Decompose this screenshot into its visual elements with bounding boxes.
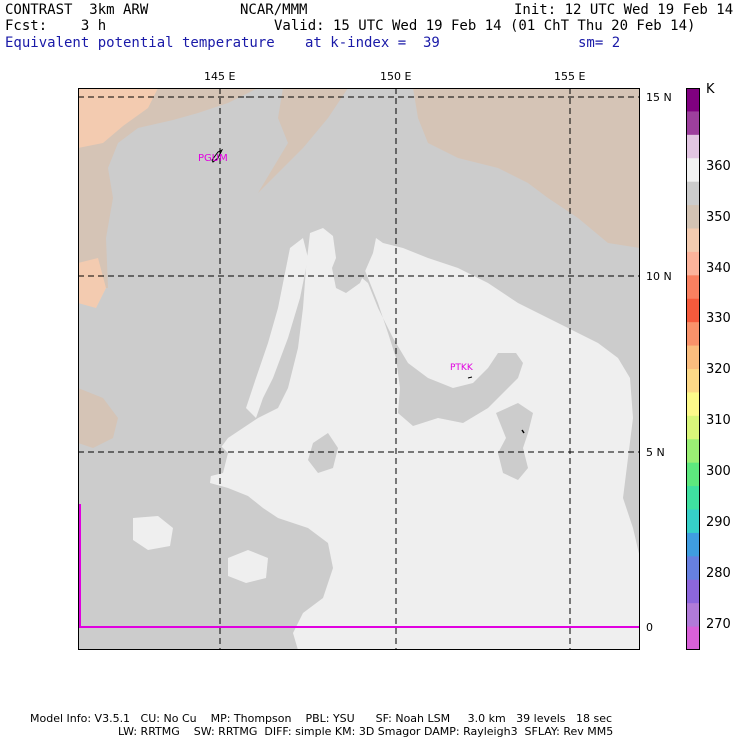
field-345k-region-north bbox=[258, 88, 348, 193]
field-355k-region-finger bbox=[246, 238, 308, 418]
colorbar-segment bbox=[686, 345, 700, 370]
field-345k-region-west bbox=[78, 388, 118, 448]
equivalent-potential-temperature-map: PGUM PTKK bbox=[78, 88, 640, 650]
colorbar-label-310: 310 bbox=[706, 413, 731, 428]
lon-label-145: 145 E bbox=[204, 70, 236, 83]
lat-label-0: 0 bbox=[646, 621, 653, 634]
field-350k-island-central bbox=[350, 258, 523, 426]
colorbar-segment bbox=[686, 626, 700, 650]
colorbar-segment bbox=[686, 556, 700, 581]
colorbar-segment bbox=[686, 415, 700, 440]
model-info-line-1: Model Info: V3.5.1 CU: No Cu MP: Thompso… bbox=[30, 712, 613, 725]
colorbar-segment bbox=[686, 111, 700, 136]
station-label-pgum: PGUM bbox=[198, 153, 228, 164]
field-355k-region-main bbox=[210, 228, 640, 650]
colorbar-unit-label: K bbox=[706, 82, 715, 97]
valid-time: Valid: 15 UTC Wed 19 Feb 14 (01 ChT Thu … bbox=[274, 18, 696, 34]
field-355k-patch-south bbox=[228, 550, 268, 583]
colorbar-segment bbox=[686, 509, 700, 534]
lat-label-5n: 5 N bbox=[646, 446, 665, 459]
colorbar-segment bbox=[686, 603, 700, 628]
colorbar-segment bbox=[686, 228, 700, 253]
field-345k-region-northeast bbox=[413, 88, 640, 248]
colorbar-segment bbox=[686, 462, 700, 487]
colorbar-segment bbox=[686, 158, 700, 183]
colorbar-segment bbox=[686, 486, 700, 510]
field-340k-patch-west bbox=[78, 258, 106, 308]
colorbar-segment bbox=[686, 88, 700, 112]
field-350k-island-south bbox=[190, 438, 228, 478]
model-title: CONTRAST 3km ARW bbox=[5, 2, 149, 18]
lat-label-10n: 10 N bbox=[646, 270, 672, 283]
colorbar-segment bbox=[686, 298, 700, 323]
colorbar-label-340: 340 bbox=[706, 261, 731, 276]
field-345k-region-northwest bbox=[78, 88, 258, 288]
colorbar-segment bbox=[686, 205, 700, 229]
colorbar-segment bbox=[686, 369, 700, 393]
forecast-hour: Fcst: 3 h bbox=[5, 18, 107, 34]
field-name: Equivalent potential temperature bbox=[5, 35, 275, 51]
level-label: at k-index = 39 bbox=[305, 35, 440, 51]
colorbar-label-320: 320 bbox=[706, 362, 731, 377]
field-350k-island-southcentral bbox=[308, 433, 338, 473]
field-355k-patch-south-west bbox=[133, 516, 173, 550]
colorbar-label-350: 350 bbox=[706, 210, 731, 225]
init-time: Init: 12 UTC Wed 19 Feb 14 bbox=[514, 2, 734, 18]
island-outline-pohnpei bbox=[521, 429, 525, 434]
lon-label-150: 150 E bbox=[380, 70, 412, 83]
organization-label: NCAR/MMM bbox=[240, 2, 308, 18]
island-outline-chuuk bbox=[467, 376, 473, 379]
colorbar-segment bbox=[686, 275, 700, 300]
colorbar-segment bbox=[686, 392, 700, 417]
smoothing-label: sm= 2 bbox=[578, 35, 621, 51]
lon-label-155: 155 E bbox=[554, 70, 586, 83]
station-label-ptkk: PTKK bbox=[450, 363, 474, 373]
colorbar-label-280: 280 bbox=[706, 566, 731, 581]
colorbar-segment bbox=[686, 181, 700, 206]
field-350k-island-east bbox=[496, 403, 533, 480]
colorbar-segment bbox=[686, 251, 700, 276]
boundary-line-equator bbox=[79, 504, 640, 628]
lat-label-15n: 15 N bbox=[646, 91, 672, 104]
colorbar-label-290: 290 bbox=[706, 515, 731, 530]
colorbar-segment bbox=[686, 322, 700, 347]
colorbar-segment bbox=[686, 134, 700, 159]
colorbar-segment bbox=[686, 579, 700, 604]
colorbar-label-330: 330 bbox=[706, 311, 731, 326]
colorbar-segment bbox=[686, 439, 700, 464]
colorbar-label-360: 360 bbox=[706, 159, 731, 174]
field-340k-patch-northwest bbox=[78, 88, 158, 148]
colorbar-label-270: 270 bbox=[706, 617, 731, 632]
colorbar-segment bbox=[686, 532, 700, 557]
color-scale-bar bbox=[686, 88, 700, 650]
island-outline-guam bbox=[211, 148, 224, 163]
map-frame bbox=[78, 88, 640, 650]
colorbar-label-300: 300 bbox=[706, 464, 731, 479]
colorbar-frame bbox=[686, 88, 700, 650]
model-info-line-2: LW: RRTMG SW: RRTMG DIFF: simple KM: 3D … bbox=[118, 725, 614, 738]
